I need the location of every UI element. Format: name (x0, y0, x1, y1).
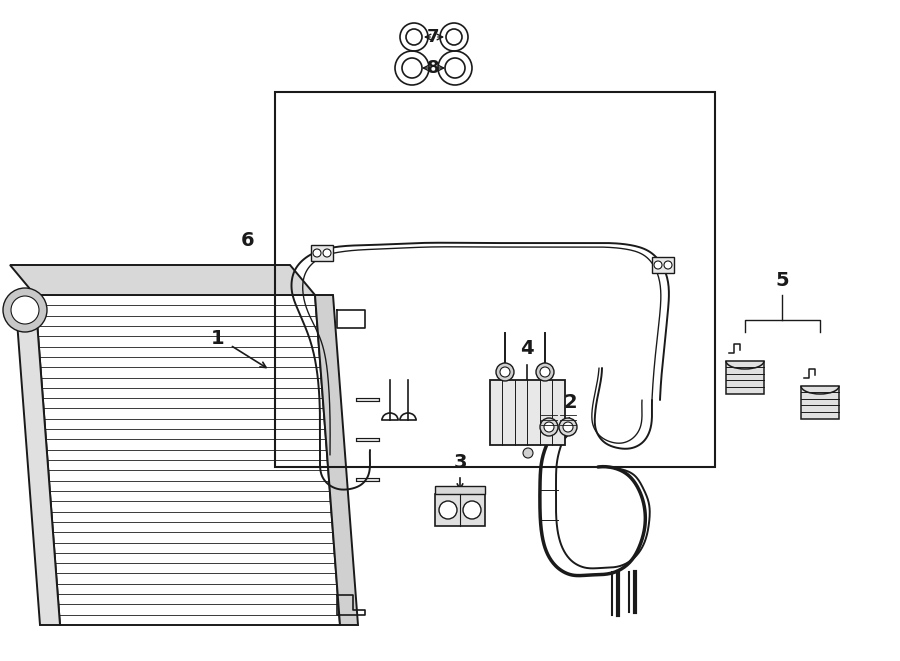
Text: 3: 3 (454, 453, 467, 471)
Circle shape (463, 501, 481, 519)
Text: 4: 4 (520, 338, 534, 358)
Text: 7: 7 (427, 28, 439, 46)
Circle shape (523, 448, 533, 458)
Circle shape (540, 367, 550, 377)
Circle shape (500, 367, 510, 377)
Text: 8: 8 (427, 59, 439, 77)
Circle shape (313, 249, 321, 257)
Bar (490, 380, 565, 445)
Polygon shape (10, 265, 315, 295)
Bar (435, 486, 485, 494)
Bar (652, 257, 674, 273)
Bar (311, 245, 333, 261)
Bar (801, 386, 839, 419)
Bar (726, 361, 764, 394)
Polygon shape (15, 295, 60, 625)
Circle shape (540, 418, 558, 436)
Circle shape (544, 422, 554, 432)
Polygon shape (35, 295, 340, 625)
Circle shape (11, 296, 39, 324)
Bar (435, 494, 485, 526)
Circle shape (563, 422, 573, 432)
Bar (275, 92, 715, 467)
Circle shape (3, 288, 47, 332)
Circle shape (664, 261, 672, 269)
Text: 2: 2 (563, 393, 577, 412)
Circle shape (496, 363, 514, 381)
Circle shape (559, 418, 577, 436)
Text: 6: 6 (241, 231, 255, 249)
Circle shape (654, 261, 662, 269)
Text: 5: 5 (775, 270, 788, 290)
Polygon shape (315, 295, 358, 625)
Circle shape (439, 501, 457, 519)
Circle shape (323, 249, 331, 257)
Circle shape (536, 363, 554, 381)
Text: 1: 1 (212, 329, 225, 348)
